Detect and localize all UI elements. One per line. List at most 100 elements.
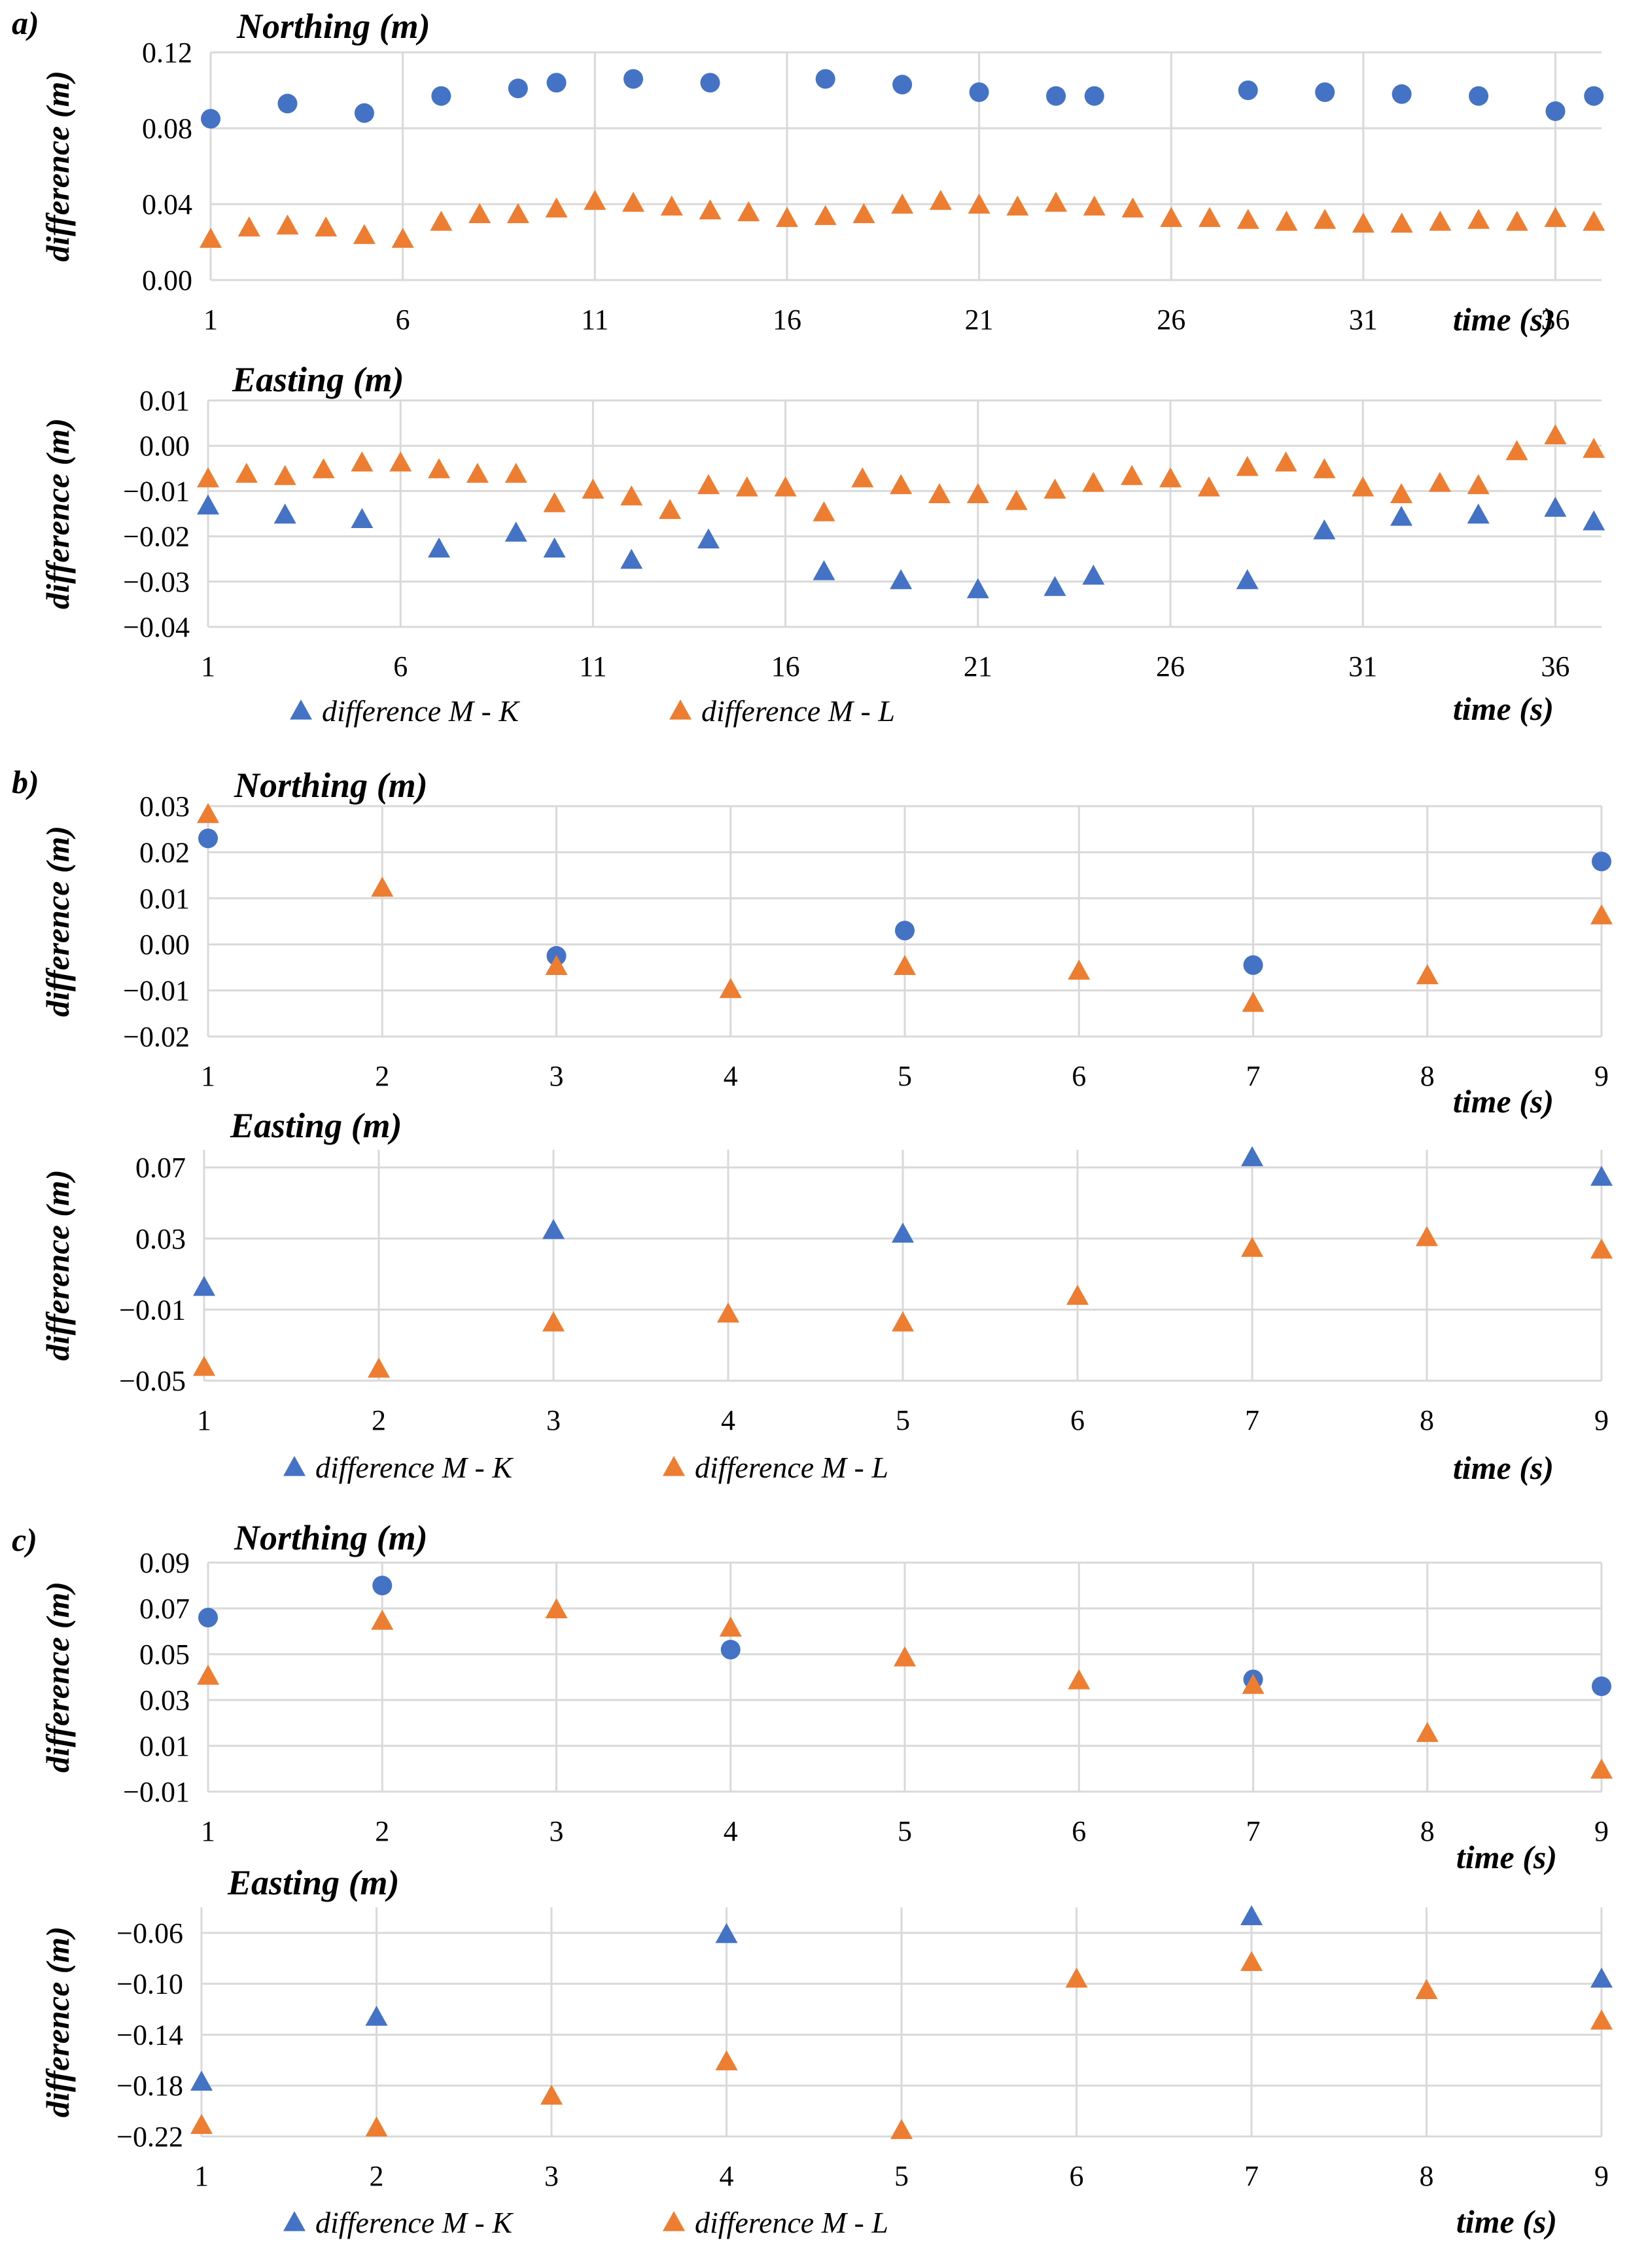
x-tick-label: 7	[1246, 1815, 1261, 1847]
chart-title: Easting (m)	[232, 360, 404, 399]
x-tick-label: 31	[1349, 304, 1378, 336]
x-tick-label: 1	[197, 1404, 211, 1436]
x-tick-label: 7	[1245, 1404, 1259, 1436]
x-tick-label: 2	[370, 2160, 384, 2192]
data-point-ml	[1590, 904, 1613, 925]
x-tick-label: 6	[1072, 1060, 1086, 1092]
y-tick-label: −0.04	[123, 611, 190, 643]
data-point-ml	[190, 2114, 213, 2135]
data-point-ml	[1065, 1967, 1088, 1988]
data-point-ml	[545, 955, 568, 976]
data-point-mk	[1583, 510, 1605, 531]
y-tick-label: −0.02	[123, 1021, 190, 1053]
x-tick-label: 6	[393, 650, 408, 682]
data-point-mk	[1544, 497, 1567, 517]
data-point-mk	[966, 578, 989, 599]
data-point-mk	[1313, 519, 1336, 540]
data-point-ml	[276, 214, 299, 235]
data-point-mk	[1469, 86, 1489, 106]
chart-c-northing: −0.01 0.01 0.03 0.05 0.07 0.09 1 2 3 4 5 6 7 8 9 Northi…	[39, 1518, 1613, 1875]
y-axis-label: difference (m)	[39, 1169, 76, 1360]
data-point-mk	[197, 494, 219, 515]
data-point-ml	[1390, 212, 1413, 233]
y-tick-label: −0.06	[116, 1917, 183, 1949]
x-tick-label: 3	[550, 1060, 564, 1092]
data-point-ml	[237, 216, 260, 237]
chart-title: Northing (m)	[234, 766, 428, 805]
data-point-ml	[737, 201, 760, 222]
data-point-ml	[584, 190, 606, 210]
data-point-ml	[699, 199, 722, 220]
x-axis-label: time (s)	[1453, 1083, 1554, 1120]
data-point-mk	[1545, 101, 1566, 121]
data-point-ml	[1068, 959, 1091, 980]
data-point-mk	[1392, 84, 1412, 104]
legend-label-mk: difference M - K	[322, 694, 520, 728]
data-point-ml	[315, 216, 338, 237]
data-point-ml	[894, 955, 916, 976]
y-tick-label: 0.03	[135, 1223, 186, 1255]
y-tick-label: 0.04	[142, 188, 192, 221]
data-point-ml	[966, 483, 989, 503]
x-tick-label: 16	[771, 650, 800, 682]
x-tick-label: 21	[964, 650, 992, 682]
data-point-ml	[197, 1665, 219, 1685]
data-point-ml	[719, 978, 742, 999]
data-point-mk	[542, 1218, 565, 1239]
data-point-mk	[273, 503, 296, 524]
x-tick-label: 5	[896, 1404, 910, 1436]
x-axis-label: time (s)	[1453, 301, 1554, 338]
x-tick-label: 5	[898, 1060, 912, 1092]
chart-a-easting: −0.04−0.03−0.02−0.010.000.011 6 11 16 21 26 31…	[39, 360, 1605, 728]
data-point-mk	[198, 1608, 218, 1627]
data-point-ml	[545, 197, 568, 218]
data-point-ml	[1068, 1669, 1091, 1690]
data-point-ml	[735, 476, 758, 497]
x-tick-label: 6	[1070, 2160, 1084, 2192]
data-point-ml	[1416, 1226, 1438, 1247]
data-point-ml	[775, 207, 798, 227]
x-tick-label: 31	[1348, 650, 1377, 682]
panel-label-c: c)	[12, 1521, 37, 1558]
data-point-ml	[1416, 964, 1439, 985]
data-point-ml	[428, 458, 451, 478]
x-tick-label: 9	[1594, 2160, 1609, 2192]
data-point-mk	[623, 69, 644, 89]
y-tick-label: −0.14	[116, 2019, 183, 2051]
data-point-ml	[852, 203, 875, 224]
chart-b-easting: −0.05 −0.01 0.03 0.07 1 2 3 4 5 6 7 8 9 Easting (m) di…	[39, 1106, 1613, 1486]
data-point-ml	[1590, 1758, 1613, 1779]
legend-label-ml: difference M - L	[701, 694, 895, 728]
x-tick-label: 21	[965, 304, 994, 336]
data-point-ml	[504, 463, 527, 483]
y-tick-label: −0.01	[123, 975, 190, 1007]
data-point-ml	[368, 1357, 390, 1378]
y-tick-label: −0.05	[119, 1365, 186, 1397]
legend-marker-mk	[283, 1456, 306, 1476]
legend-marker-mk	[283, 2211, 306, 2231]
data-point-ml	[968, 193, 990, 214]
data-point-mk	[508, 79, 528, 99]
y-tick-label: 0.00	[139, 430, 190, 462]
y-tick-label: −0.01	[119, 1294, 186, 1326]
x-tick-label: 3	[550, 1815, 564, 1847]
data-point-ml	[1242, 991, 1265, 1012]
data-point-mk	[1241, 1146, 1263, 1167]
data-point-ml	[466, 463, 489, 483]
data-point-ml	[1583, 438, 1605, 458]
legend-marker-mk	[290, 700, 312, 720]
y-axis-label: difference (m)	[39, 418, 76, 609]
data-point-mk	[1043, 576, 1066, 596]
data-point-ml	[1274, 451, 1297, 472]
data-point-ml	[506, 203, 529, 224]
legend-marker-ml	[669, 700, 692, 720]
x-tick-label: 6	[1072, 1815, 1086, 1847]
x-tick-label: 9	[1594, 1815, 1609, 1847]
legend-marker-ml	[663, 2211, 685, 2231]
data-point-ml	[468, 203, 491, 224]
x-tick-label: 3	[544, 2160, 559, 2192]
data-point-ml	[697, 474, 720, 495]
data-point-ml	[1082, 472, 1105, 492]
y-tick-label: 0.09	[139, 1547, 190, 1579]
x-tick-label: 8	[1420, 1815, 1435, 1847]
